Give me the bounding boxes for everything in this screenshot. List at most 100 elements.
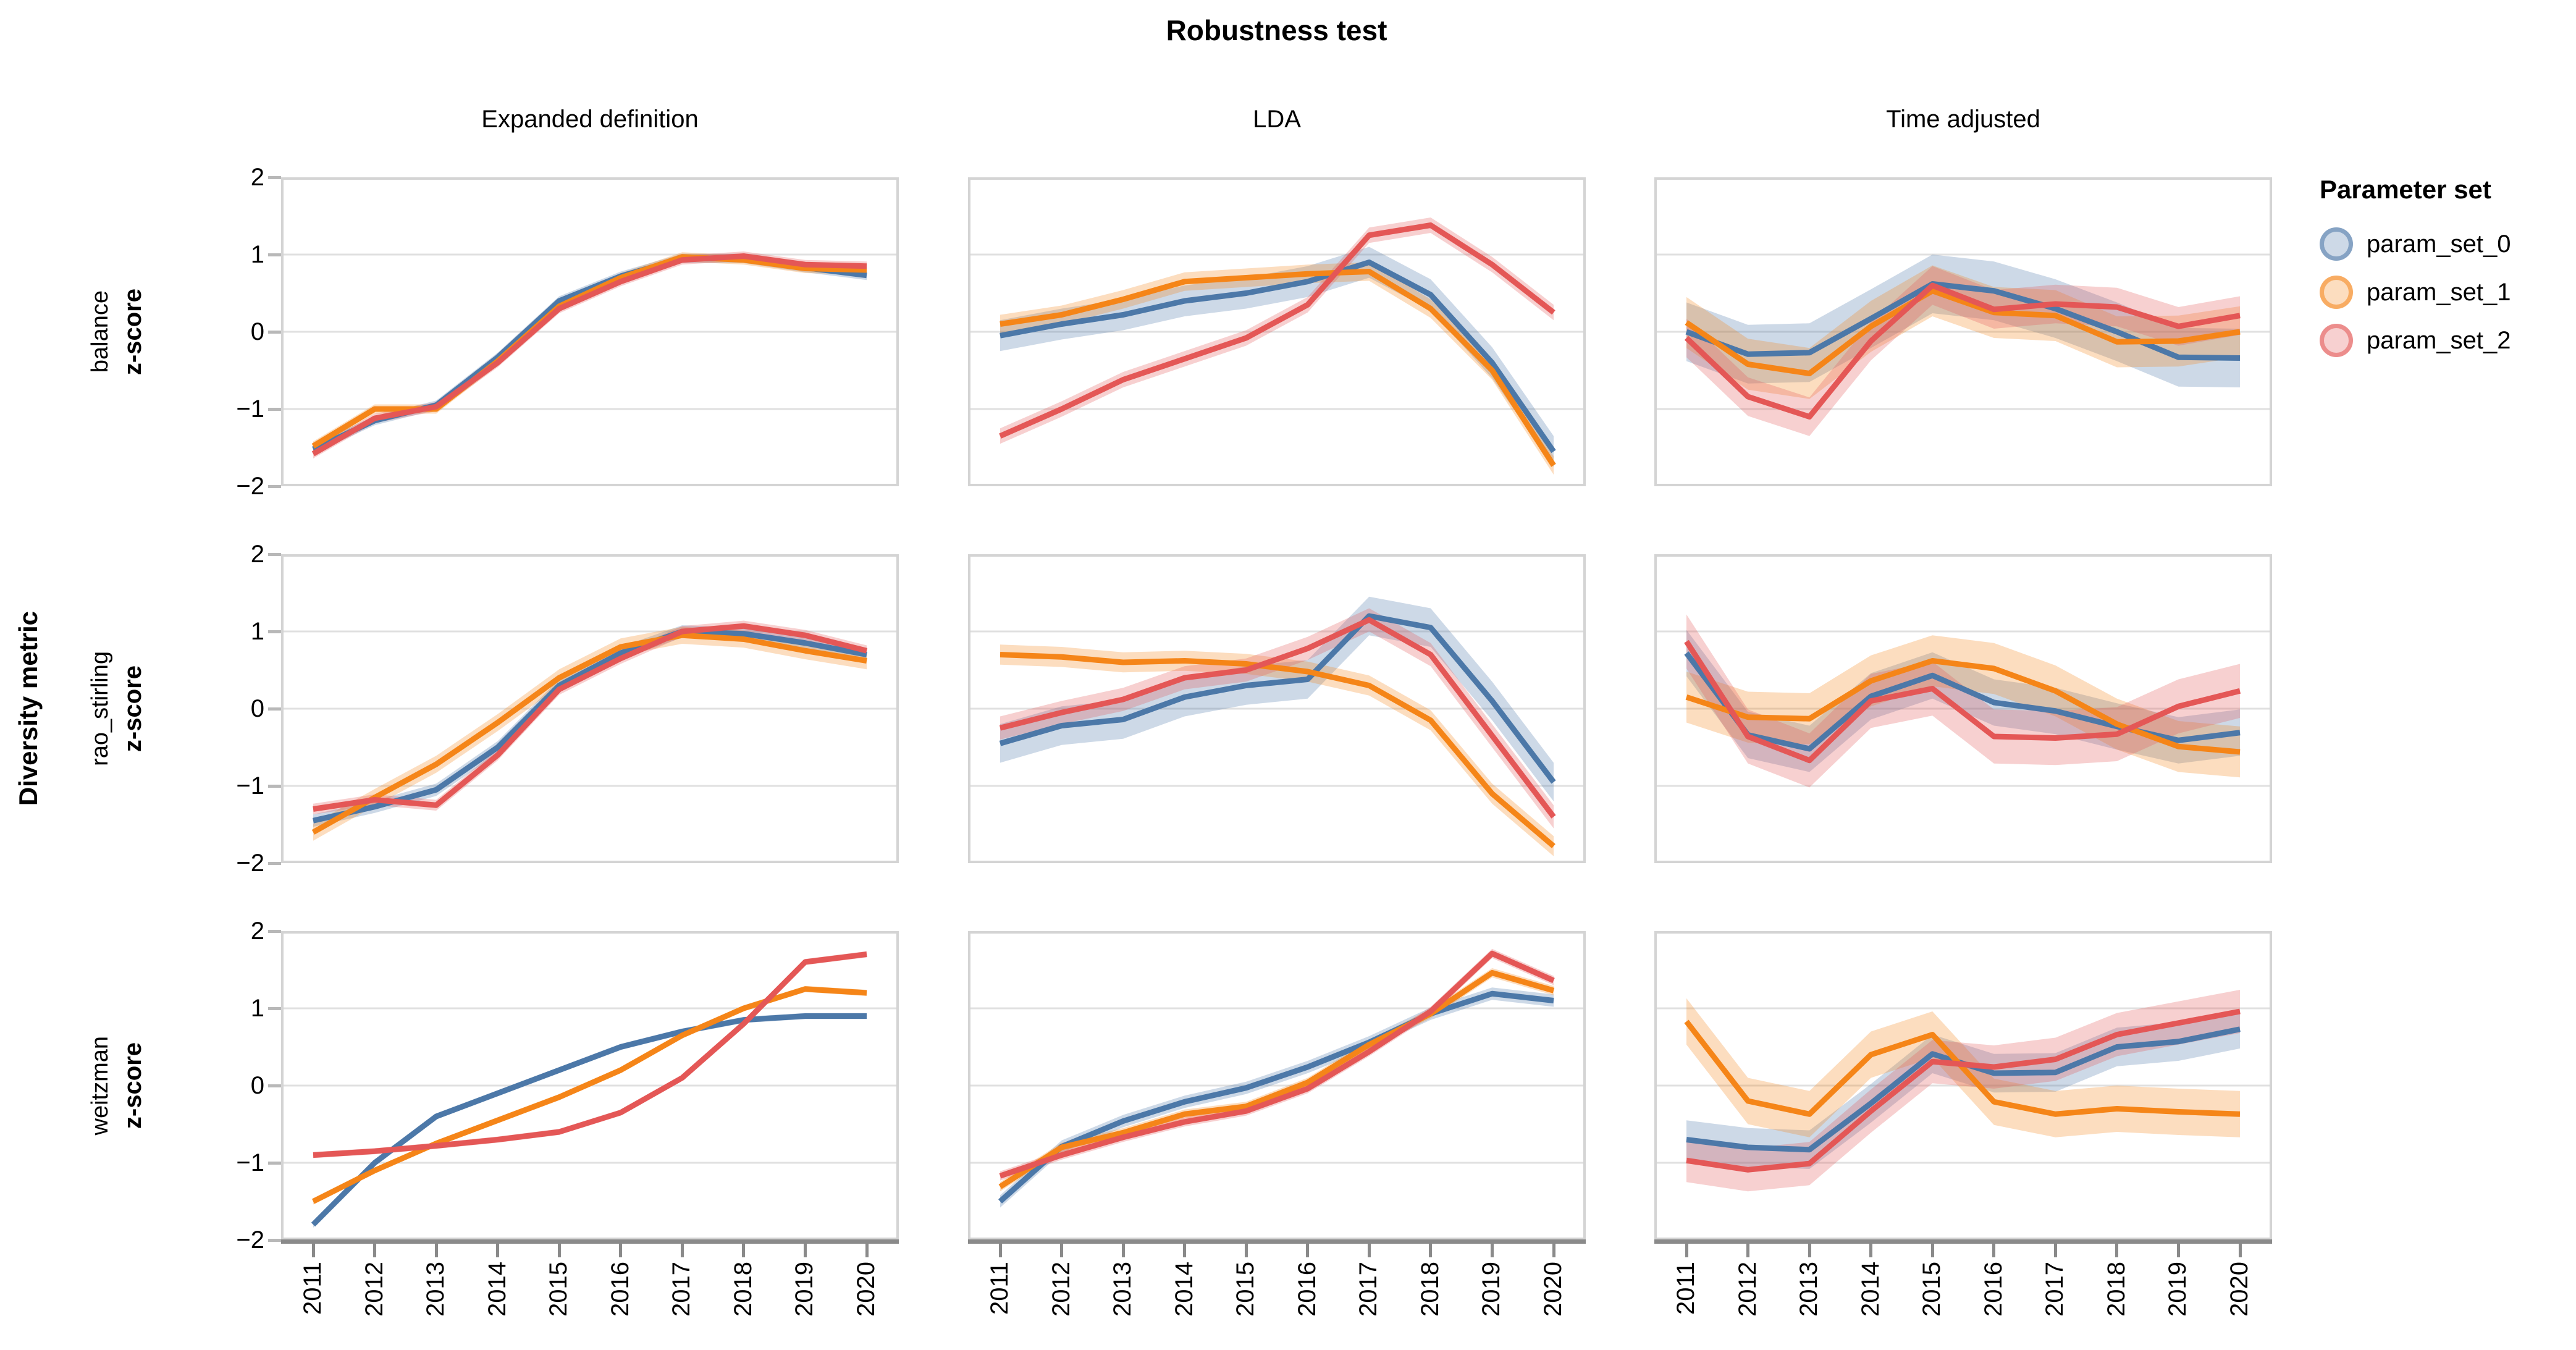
x-tick-mark	[1306, 1240, 1310, 1257]
x-tick-mark	[1746, 1240, 1750, 1257]
legend-marker-param-set-1-icon	[2320, 276, 2353, 309]
line-param_set_2	[999, 617, 1556, 819]
x-tick-mark	[1121, 1240, 1125, 1257]
confidence-band-param_set_0	[1000, 596, 1554, 801]
confidence-band-param_set_1	[1000, 644, 1554, 856]
y-tick-label: −1	[236, 1149, 264, 1176]
y-axis-label-box-row1: z-score	[116, 177, 150, 486]
row-label-balance: balance	[87, 290, 113, 373]
y-axis-label-row3: z-score	[119, 1042, 146, 1129]
y-tick-label: −2	[236, 850, 264, 877]
x-tick-mark	[1367, 1240, 1371, 1257]
x-tick-mark	[2176, 1240, 2180, 1257]
x-tick-mark	[434, 1240, 438, 1257]
y-tick-mark	[268, 331, 281, 334]
confidence-band-param_set_1	[1686, 265, 2240, 399]
line-param_set_0	[1000, 259, 1556, 454]
facet-plot-canvas	[968, 554, 1586, 863]
y-axis-label-row2: z-score	[119, 665, 146, 753]
facet-border	[968, 931, 1586, 1240]
x-axis-spine	[281, 1239, 899, 1244]
facet-border	[281, 554, 899, 863]
x-tick-mark	[2053, 1240, 2057, 1257]
facet-plot-canvas	[1654, 931, 2272, 1240]
y-tick-label: −2	[236, 473, 264, 500]
y-tick-label: −1	[236, 772, 264, 799]
y-tick-mark	[268, 1007, 281, 1010]
line-param_set_1	[1000, 269, 1556, 467]
line-param_set_2	[999, 950, 1555, 1179]
y-tick-mark	[268, 930, 281, 933]
x-tick-label: 2012	[360, 1262, 388, 1317]
x-tick-mark	[1183, 1240, 1187, 1257]
facet-plot-canvas	[1654, 177, 2272, 486]
y-tick-mark	[268, 408, 281, 411]
x-tick-label: 2017	[1355, 1262, 1383, 1317]
legend-label-param-set-2: param_set_2	[2367, 326, 2511, 354]
facet-plot-canvas	[281, 931, 899, 1240]
x-tick-mark	[373, 1240, 377, 1257]
x-tick-label: 2020	[2226, 1262, 2253, 1317]
x-tick-label: 2020	[852, 1262, 880, 1317]
line-param_set_2	[1684, 282, 2241, 420]
facet-border	[968, 177, 1586, 486]
x-tick-mark	[1808, 1240, 1811, 1257]
x-tick-mark	[557, 1240, 561, 1257]
facet-rao-stirling-time-adjusted	[1654, 554, 2272, 863]
line-param_set_1	[1684, 1019, 2241, 1117]
legend-label-param-set-0: param_set_0	[2367, 230, 2511, 258]
x-tick-label: 2016	[1293, 1262, 1321, 1317]
facet-balance-expanded-definition	[281, 177, 899, 486]
x-tick-label: 2015	[1232, 1262, 1260, 1317]
line-param_set_1	[998, 970, 1555, 1189]
row-label-box-balance: balance	[83, 177, 117, 486]
x-tick-label: 2017	[668, 1262, 696, 1317]
line-param_set_2	[999, 222, 1555, 439]
facet-plot-canvas	[1654, 554, 2272, 863]
confidence-band-param_set_0	[313, 253, 867, 454]
x-tick-label: 2011	[1672, 1262, 1699, 1315]
x-tick-label: 2012	[1047, 1262, 1075, 1317]
line-param_set_1	[311, 632, 867, 835]
x-tick-mark	[1685, 1240, 1688, 1257]
x-tick-label: 2017	[2041, 1262, 2069, 1317]
legend-item-param-set-0: param_set_0	[2320, 227, 2567, 261]
legend-item-param-set-2: param_set_2	[2320, 323, 2567, 358]
y-tick-label: 1	[250, 618, 264, 645]
line-param_set_0	[999, 613, 1556, 784]
y-tick-mark	[268, 176, 281, 179]
x-tick-mark	[2238, 1240, 2242, 1257]
facet-border	[281, 177, 899, 486]
facet-weitzman-lda	[968, 931, 1586, 1240]
x-tick-label: 2019	[1478, 1262, 1505, 1317]
x-tick-label: 2019	[791, 1262, 819, 1317]
row-label-weitzman: weitzman	[87, 1036, 113, 1136]
x-tick-mark	[1992, 1240, 1996, 1257]
x-tick-label: 2013	[1109, 1262, 1137, 1317]
x-tick-label: 2011	[986, 1262, 1013, 1315]
x-tick-mark	[496, 1240, 500, 1257]
x-tick-label: 2014	[1170, 1262, 1198, 1317]
legend-marker-param-set-2-icon	[2320, 324, 2353, 357]
facet-border	[1654, 931, 2272, 1240]
line-param_set_1	[1685, 658, 2241, 755]
x-tick-mark	[680, 1240, 684, 1257]
x-tick-label: 2014	[1856, 1262, 1884, 1317]
facet-weitzman-expanded-definition	[281, 931, 899, 1240]
x-tick-label: 2012	[1733, 1262, 1761, 1317]
line-param_set_0	[313, 628, 867, 824]
x-tick-label: 2016	[606, 1262, 634, 1317]
y-tick-label: 1	[250, 241, 264, 268]
x-tick-label: 2020	[1539, 1262, 1567, 1317]
x-tick-label: 2015	[1918, 1262, 1946, 1317]
y-tick-mark	[268, 485, 281, 488]
x-tick-label: 2011	[299, 1262, 326, 1315]
y-tick-mark	[268, 1162, 281, 1165]
x-tick-mark	[1869, 1240, 1873, 1257]
x-tick-label: 2019	[2164, 1262, 2192, 1317]
legend-marker-param-set-0-icon	[2320, 227, 2353, 261]
column-title-expanded-definition: Expanded definition	[481, 106, 699, 133]
y-tick-label: 0	[250, 1072, 264, 1099]
line-param_set_2	[313, 951, 867, 1158]
facet-border	[1654, 554, 2272, 863]
